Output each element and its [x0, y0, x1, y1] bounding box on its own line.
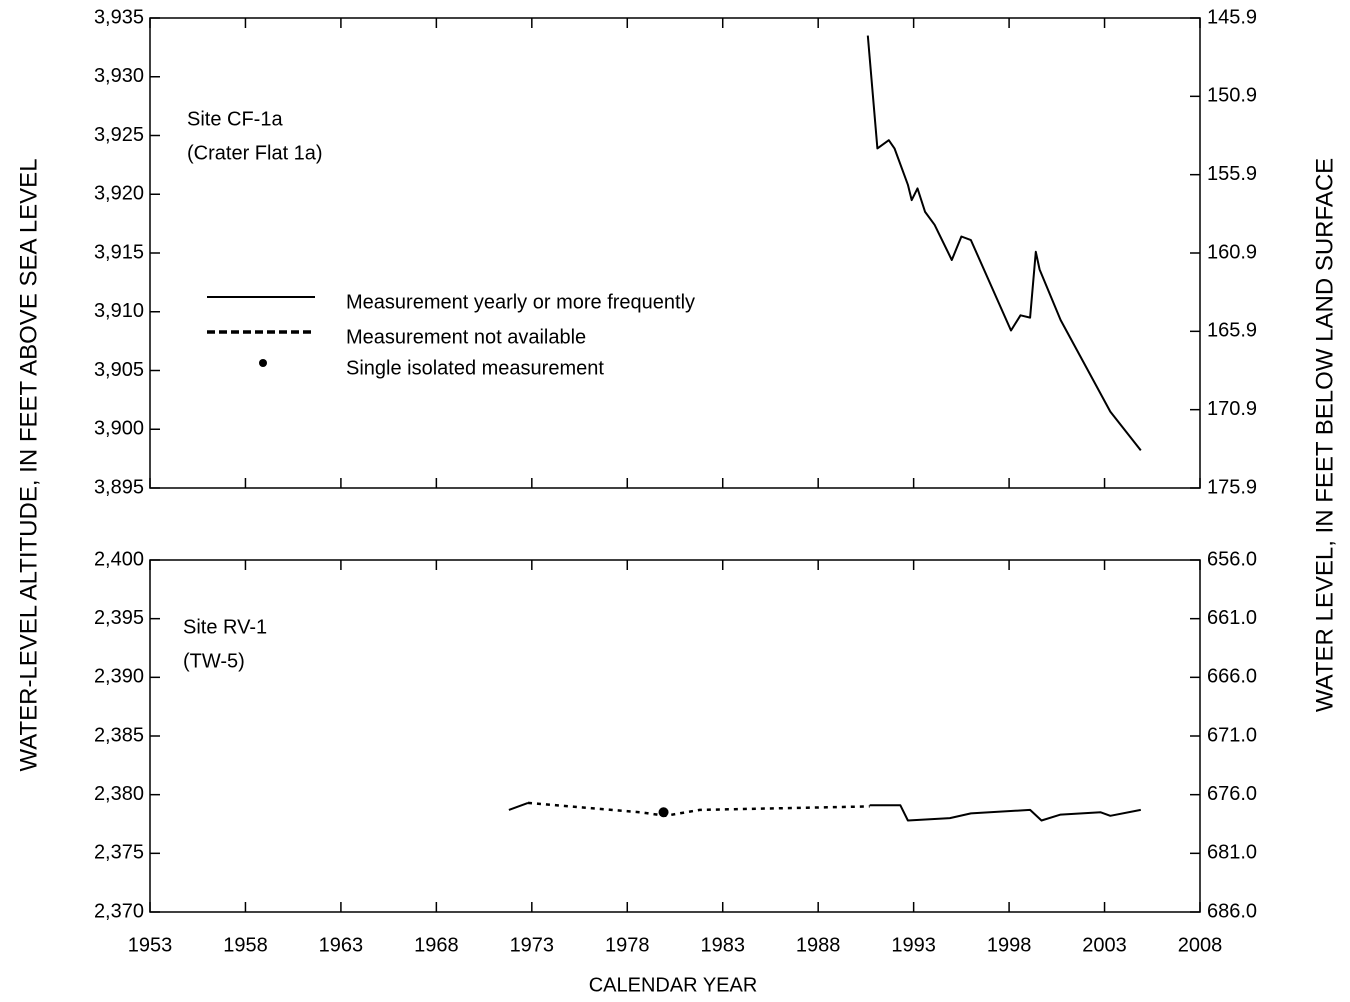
y2-tick-label: 170.9 — [1207, 398, 1257, 420]
x-tick-label: 1973 — [510, 934, 555, 956]
y2-axis-label: WATER LEVEL, IN FEET BELOW LAND SURFACE — [1311, 158, 1338, 712]
x-tick-label: 1998 — [987, 934, 1032, 956]
y-tick-label: 3,900 — [94, 418, 144, 440]
plot-frame — [149, 17, 1201, 489]
data-line — [508, 801, 1141, 822]
legend-swatch — [259, 359, 267, 367]
y2-tick-label: 145.9 — [1207, 6, 1257, 28]
y2-tick-label: 666.0 — [1207, 666, 1257, 688]
data-line — [866, 35, 1142, 452]
x-tick-label: 1958 — [223, 934, 268, 956]
annotation: Site CF-1a — [187, 108, 283, 130]
legend-label: Measurement not available — [346, 326, 586, 348]
x-tick-label: 1983 — [700, 934, 745, 956]
x-tick-label: 2008 — [1178, 934, 1223, 956]
y-tick-label: 3,910 — [94, 300, 144, 322]
y-tick-label: 2,400 — [94, 548, 144, 570]
y2-tick-label: 155.9 — [1207, 163, 1257, 185]
y-tick-label: 2,375 — [94, 842, 144, 864]
y2-tick-label: 175.9 — [1207, 476, 1257, 498]
legend-label: Measurement yearly or more frequently — [346, 291, 695, 313]
x-tick-label: 1963 — [319, 934, 364, 956]
y-tick-label: 3,930 — [94, 65, 144, 87]
data-point — [658, 807, 669, 818]
y-tick-label: 3,920 — [94, 183, 144, 205]
plot-frame — [149, 559, 1201, 913]
x-tick-label: 2003 — [1082, 934, 1127, 956]
x-tick-label: 1968 — [414, 934, 459, 956]
y2-tick-label: 676.0 — [1207, 783, 1257, 805]
legend-label: Single isolated measurement — [346, 357, 604, 379]
y-tick-label: 3,935 — [94, 6, 144, 28]
y2-tick-label: 165.9 — [1207, 320, 1257, 342]
annotation: Site RV-1 — [183, 616, 267, 638]
y-tick-label: 2,390 — [94, 666, 144, 688]
y2-tick-label: 671.0 — [1207, 724, 1257, 746]
y2-tick-label: 160.9 — [1207, 241, 1257, 263]
y-tick-label: 3,925 — [94, 124, 144, 146]
y2-tick-label: 661.0 — [1207, 607, 1257, 629]
x-axis-label: CALENDAR YEAR — [589, 974, 758, 996]
x-tick-label: 1953 — [128, 934, 173, 956]
x-tick-label: 1988 — [796, 934, 841, 956]
y-tick-label: 3,905 — [94, 359, 144, 381]
y2-tick-label: 681.0 — [1207, 842, 1257, 864]
x-tick-label: 1993 — [891, 934, 936, 956]
data-line — [527, 801, 870, 818]
y-tick-label: 3,895 — [94, 476, 144, 498]
annotation: (Crater Flat 1a) — [187, 142, 323, 164]
y2-tick-label: 686.0 — [1207, 900, 1257, 922]
y-tick-label: 3,915 — [94, 241, 144, 263]
x-tick-label: 1978 — [605, 934, 650, 956]
y-tick-label: 2,380 — [94, 783, 144, 805]
y-tick-label: 2,395 — [94, 607, 144, 629]
annotation: (TW-5) — [183, 650, 245, 672]
y2-tick-label: 150.9 — [1207, 85, 1257, 107]
y2-tick-label: 656.0 — [1207, 548, 1257, 570]
y-axis-label: WATER-LEVEL ALTITUDE, IN FEET ABOVE SEA … — [15, 158, 42, 771]
y-tick-label: 2,385 — [94, 724, 144, 746]
y-tick-label: 2,370 — [94, 900, 144, 922]
